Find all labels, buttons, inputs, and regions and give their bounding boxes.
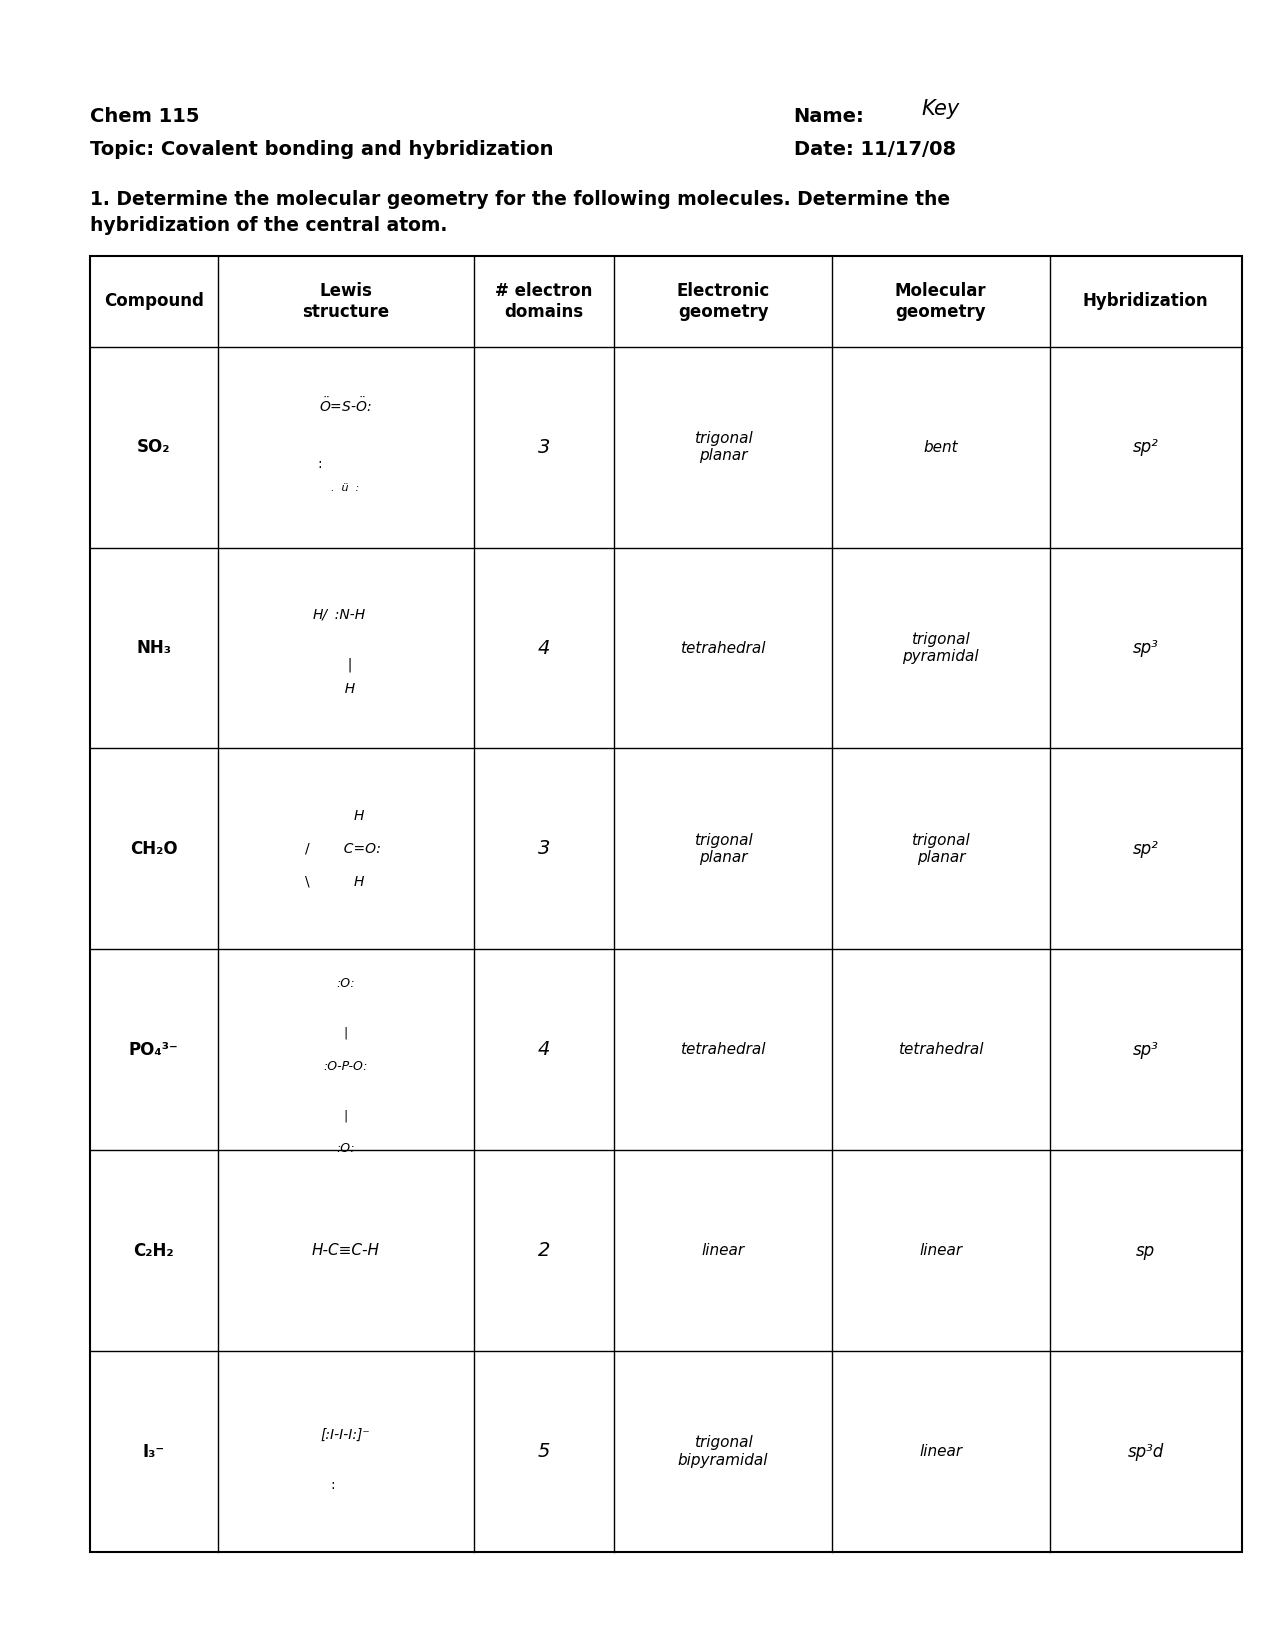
Text: # electron
domains: # electron domains: [495, 282, 593, 320]
Text: C=O:: C=O:: [335, 842, 381, 855]
Text: 3: 3: [538, 839, 550, 859]
Text: :N-H: :N-H: [326, 608, 365, 622]
Text: H-C≡C-H: H-C≡C-H: [311, 1243, 380, 1258]
Text: 4: 4: [538, 639, 550, 657]
Text: sp: sp: [1137, 1242, 1155, 1260]
Text: |: |: [343, 1109, 348, 1123]
Text: \: \: [305, 875, 310, 888]
Text: linear: linear: [919, 1243, 963, 1258]
Text: trigonal
planar: trigonal planar: [911, 832, 970, 865]
Text: trigonal
planar: trigonal planar: [694, 431, 753, 464]
Text: |: |: [343, 1027, 348, 1040]
Text: sp³d: sp³d: [1128, 1443, 1164, 1461]
Bar: [90, 256, 1242, 1552]
Text: 5: 5: [538, 1441, 550, 1461]
Text: Compound: Compound: [104, 292, 204, 310]
Text: NH₃: NH₃: [136, 639, 172, 657]
Text: .  ü  :: . ü :: [332, 484, 360, 494]
Text: Electronic
geometry: Electronic geometry: [677, 282, 769, 320]
Text: I₃⁻: I₃⁻: [142, 1443, 165, 1461]
Text: :O:: :O:: [337, 1142, 355, 1156]
Text: /: /: [305, 842, 310, 855]
Text: CH₂O: CH₂O: [129, 840, 178, 859]
Text: Molecular
geometry: Molecular geometry: [895, 282, 987, 320]
Text: $\ddot{O}$=S-$\ddot{O}$:: $\ddot{O}$=S-$\ddot{O}$:: [319, 396, 372, 414]
Text: 3: 3: [538, 438, 550, 457]
Text: [:I-I-I:]⁻: [:I-I-I:]⁻: [321, 1428, 370, 1441]
Text: :: :: [317, 457, 323, 471]
Text: sp²: sp²: [1133, 438, 1158, 456]
Text: sp³: sp³: [1133, 639, 1158, 657]
Text: SO₂: SO₂: [137, 438, 170, 456]
Text: trigonal
bipyramidal: trigonal bipyramidal: [678, 1435, 768, 1468]
Text: tetrahedral: tetrahedral: [681, 1042, 765, 1057]
Text: Chem 115: Chem 115: [90, 107, 200, 127]
Text: H: H: [353, 875, 364, 888]
Text: 4: 4: [538, 1040, 550, 1060]
Text: Hybridization: Hybridization: [1083, 292, 1208, 310]
Text: trigonal
planar: trigonal planar: [694, 832, 753, 865]
Text: bent: bent: [923, 439, 959, 454]
Text: Date: 11/17/08: Date: 11/17/08: [794, 140, 956, 160]
Text: H: H: [337, 682, 355, 697]
Text: Name:: Name:: [794, 107, 864, 127]
Text: 2: 2: [538, 1242, 550, 1260]
Text: linear: linear: [919, 1445, 963, 1459]
Text: 1. Determine the molecular geometry for the following molecules. Determine the
h: 1. Determine the molecular geometry for …: [90, 190, 950, 236]
Text: :O:: :O:: [337, 977, 355, 991]
Text: C₂H₂: C₂H₂: [133, 1242, 174, 1260]
Text: tetrahedral: tetrahedral: [899, 1042, 983, 1057]
Text: tetrahedral: tetrahedral: [681, 641, 765, 655]
Text: sp³: sp³: [1133, 1040, 1158, 1058]
Text: Topic: Covalent bonding and hybridization: Topic: Covalent bonding and hybridizatio…: [90, 140, 553, 160]
Text: :O-P-O:: :O-P-O:: [324, 1060, 367, 1073]
Text: H: H: [353, 809, 364, 822]
Text: linear: linear: [701, 1243, 745, 1258]
Text: sp²: sp²: [1133, 840, 1158, 859]
Text: Key: Key: [922, 99, 960, 119]
Text: trigonal
pyramidal: trigonal pyramidal: [902, 632, 979, 664]
Text: Lewis
structure: Lewis structure: [302, 282, 389, 320]
Text: |: |: [339, 657, 352, 672]
Text: H/: H/: [312, 608, 328, 622]
Text: :: :: [330, 1478, 335, 1491]
Text: PO₄³⁻: PO₄³⁻: [129, 1040, 178, 1058]
